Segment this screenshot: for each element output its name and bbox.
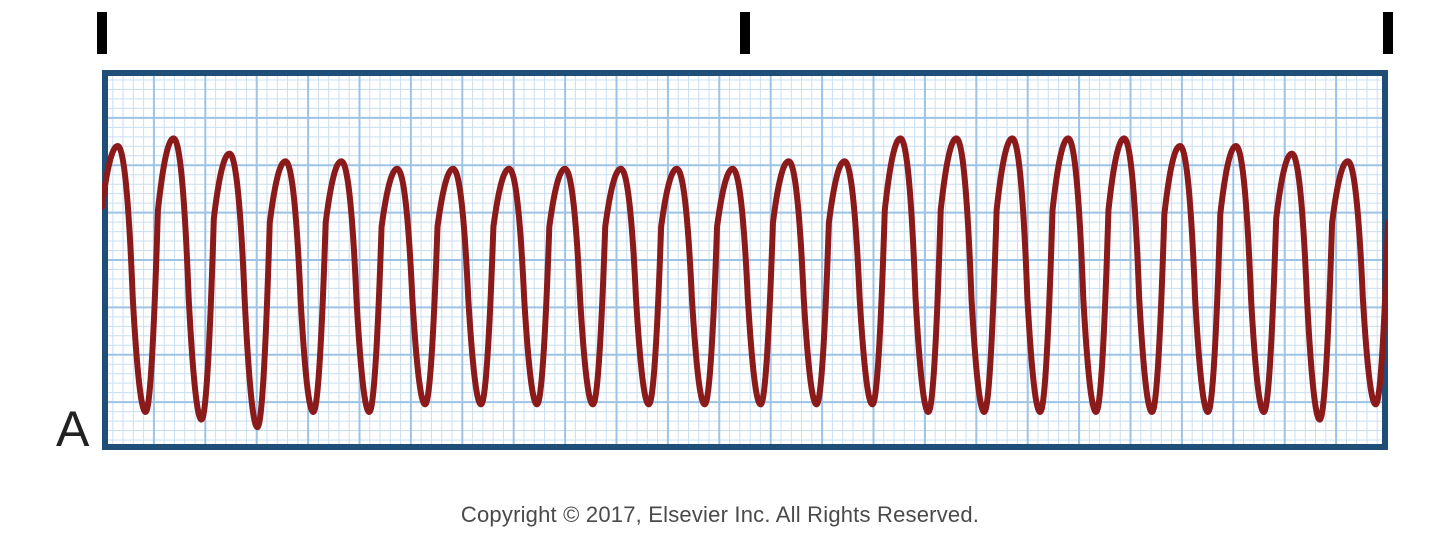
panel-label: A xyxy=(56,400,89,458)
copyright-text: Copyright © 2017, Elsevier Inc. All Righ… xyxy=(0,502,1440,528)
time-tick xyxy=(1383,12,1393,54)
ecg-chart xyxy=(102,70,1388,450)
time-tick xyxy=(97,12,107,54)
time-tick xyxy=(740,12,750,54)
ecg-chart-svg xyxy=(102,70,1388,450)
